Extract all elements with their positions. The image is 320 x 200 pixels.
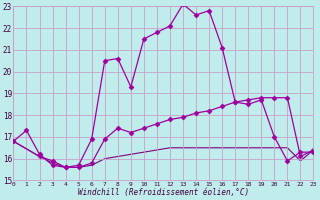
X-axis label: Windchill (Refroidissement éolien,°C): Windchill (Refroidissement éolien,°C): [78, 188, 249, 197]
